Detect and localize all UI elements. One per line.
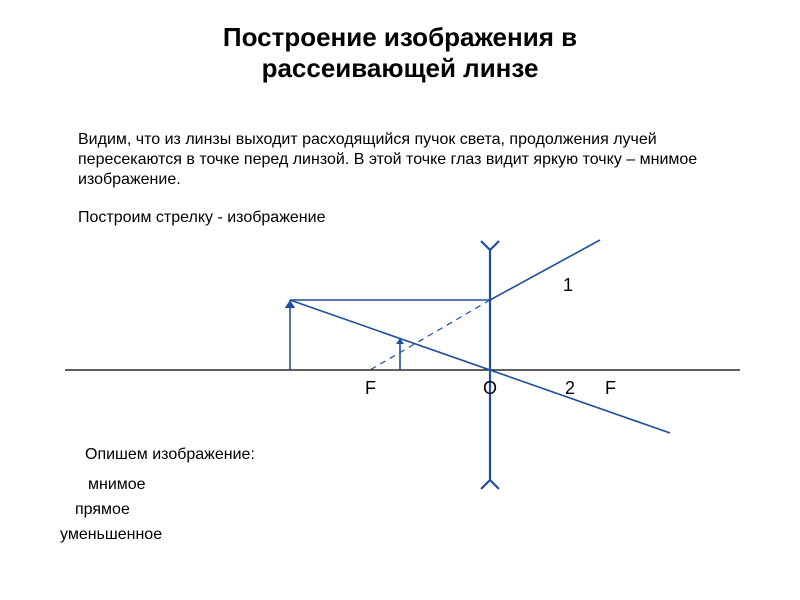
label-ray-1: 1 xyxy=(563,275,573,296)
label-O: O xyxy=(483,378,497,399)
label-F-left: F xyxy=(365,378,376,399)
label-ray-2: 2 xyxy=(565,378,575,399)
label-F-right: F xyxy=(605,378,616,399)
lens-diagram xyxy=(0,0,800,600)
